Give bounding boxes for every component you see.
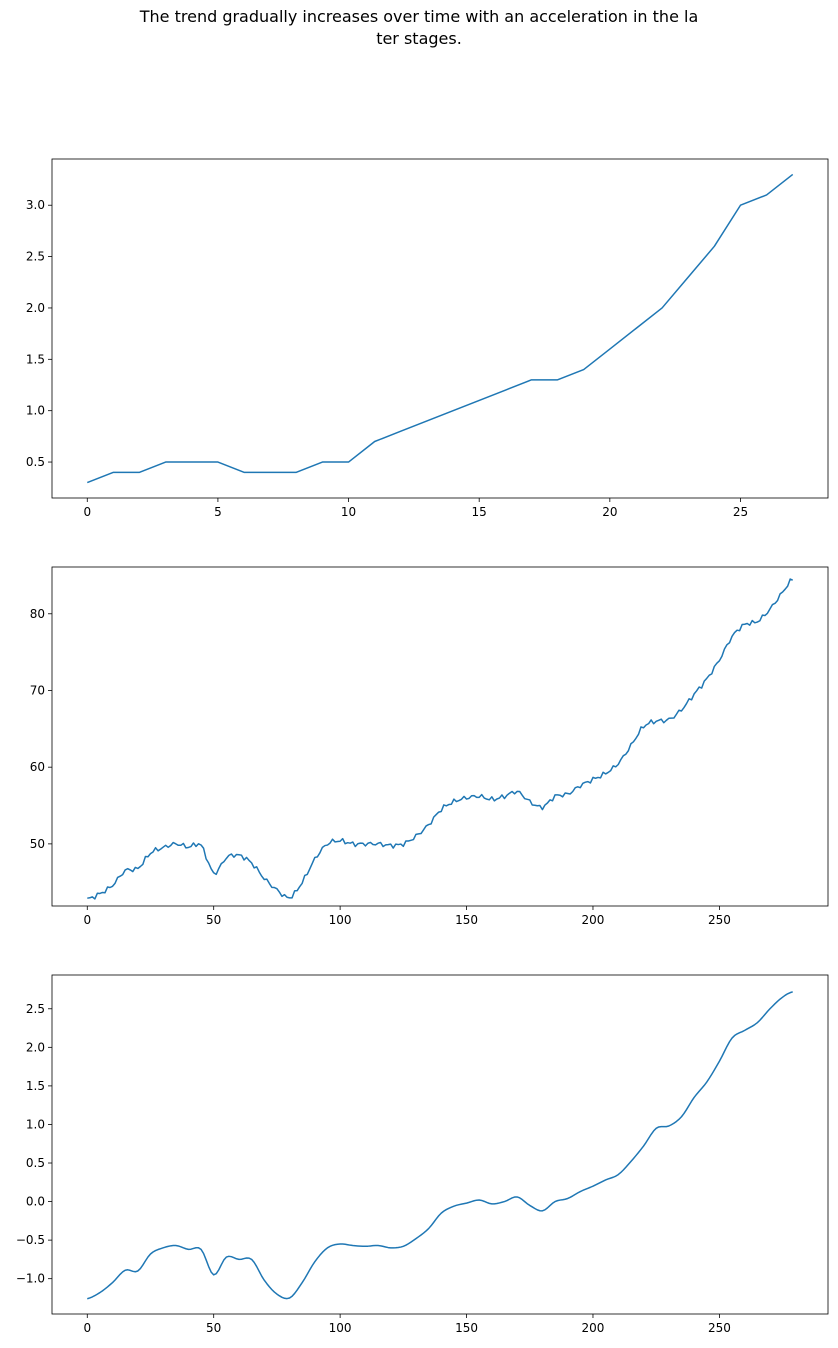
x-tick-label: 0 — [83, 505, 91, 519]
y-tick-label: −0.5 — [16, 1233, 45, 1247]
x-tick-label: 200 — [582, 1321, 605, 1335]
y-tick-label: 70 — [30, 683, 45, 697]
y-tick-label: 2.5 — [26, 250, 45, 264]
y-tick-label: 50 — [30, 837, 45, 851]
x-tick-label: 200 — [582, 913, 605, 927]
x-tick-label: 20 — [602, 505, 617, 519]
x-tick-label: 15 — [472, 505, 487, 519]
y-tick-label: 0.0 — [26, 1195, 45, 1209]
x-tick-label: 0 — [83, 913, 91, 927]
y-tick-label: 1.0 — [26, 404, 45, 418]
y-tick-label: 2.5 — [26, 1002, 45, 1016]
y-tick-label: 1.5 — [26, 1079, 45, 1093]
x-tick-label: 150 — [455, 1321, 478, 1335]
series-line — [86, 173, 794, 484]
y-tick-label: −1.0 — [16, 1272, 45, 1286]
axes-frame — [51, 158, 829, 499]
x-tick-label: 250 — [708, 1321, 731, 1335]
y-tick-label: 3.0 — [26, 198, 45, 212]
series-line — [87, 991, 793, 1300]
x-tick-label: 25 — [733, 505, 748, 519]
figure-title: The trend gradually increases over time … — [0, 6, 838, 50]
y-tick-label: 0.5 — [26, 455, 45, 469]
axes-frame — [51, 566, 829, 907]
y-tick-label: 0.5 — [26, 1156, 45, 1170]
chart-middle-line: 0 50 100 150 200 250 50 60 70 80 — [30, 566, 829, 927]
series-line — [87, 578, 794, 900]
chart-top-line: 0 5 10 15 20 25 0.5 1.0 1.5 2.0 2.5 3.0 — [26, 158, 829, 519]
x-tick-label: 100 — [329, 913, 352, 927]
x-tick-label: 5 — [214, 505, 222, 519]
x-tick-label: 0 — [83, 1321, 91, 1335]
x-tick-label: 100 — [329, 1321, 352, 1335]
y-tick-label: 60 — [30, 760, 45, 774]
y-tick-label: 1.0 — [26, 1117, 45, 1131]
chart-bottom-line: 0 50 100 150 200 250 −1.0 −0.5 0.0 0.5 1.0 1.5 2.0 2.… — [16, 974, 829, 1335]
y-tick-label: 80 — [30, 607, 45, 621]
figure-title-line-1: The trend gradually increases over time … — [139, 7, 699, 26]
x-tick-label: 150 — [455, 913, 478, 927]
y-tick-label: 2.0 — [26, 301, 45, 315]
y-tick-label: 2.0 — [26, 1040, 45, 1054]
y-tick-label: 1.5 — [26, 352, 45, 366]
x-tick-label: 50 — [206, 1321, 221, 1335]
figure-title-line-2: ter stages. — [376, 29, 462, 48]
x-tick-label: 250 — [708, 913, 731, 927]
axes-frame — [51, 974, 829, 1315]
x-tick-label: 10 — [341, 505, 356, 519]
x-tick-label: 50 — [206, 913, 221, 927]
